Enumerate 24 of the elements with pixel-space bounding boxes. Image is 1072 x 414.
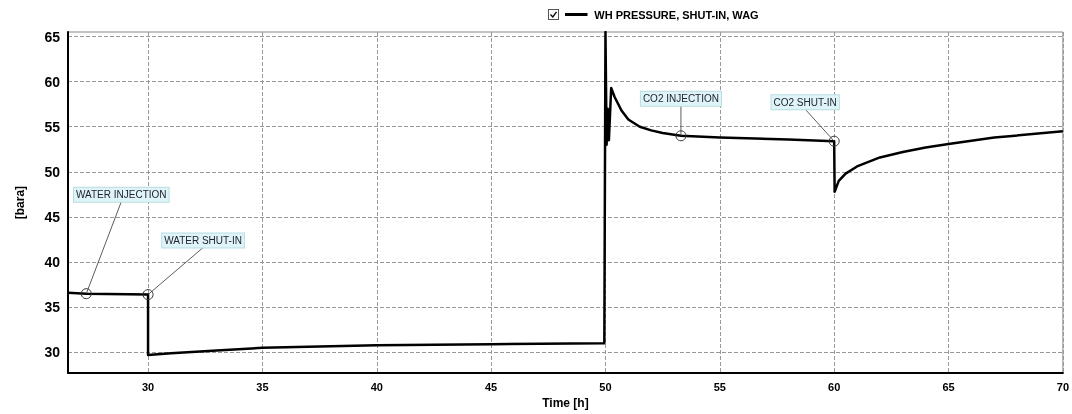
annotation: CO2 INJECTION — [642, 93, 719, 105]
x-axis-title: Time [h] — [542, 396, 589, 410]
y-tick-label: 40 — [44, 254, 61, 271]
x-tick-label: 65 — [942, 380, 955, 393]
x-tick-label: 60 — [828, 380, 841, 393]
y-tick-label: 60 — [44, 73, 61, 90]
y-tick-label: 30 — [44, 344, 61, 361]
y-tick-label: 35 — [44, 299, 61, 316]
annotation: WATER SHUT-IN — [164, 235, 242, 247]
x-tick-label: 30 — [141, 380, 155, 393]
x-tick-label: 45 — [484, 380, 498, 393]
x-tick-label: 50 — [599, 380, 612, 393]
x-tick-label: 35 — [256, 380, 269, 393]
y-tick-label: 55 — [44, 118, 61, 135]
legend-label: WH PRESSURE, SHUT-IN, WAG — [594, 8, 759, 21]
annotation: WATER INJECTION — [76, 189, 167, 201]
y-tick-label: 65 — [44, 28, 61, 45]
y-tick-label: 45 — [44, 208, 61, 225]
annotation: CO2 SHUT-IN — [773, 96, 837, 108]
x-tick-label: 70 — [1056, 380, 1070, 393]
y-axis-title: [bara] — [13, 185, 27, 220]
x-tick-label: 55 — [713, 380, 726, 393]
y-tick-label: 50 — [44, 163, 61, 180]
x-tick-label: 40 — [370, 380, 383, 393]
